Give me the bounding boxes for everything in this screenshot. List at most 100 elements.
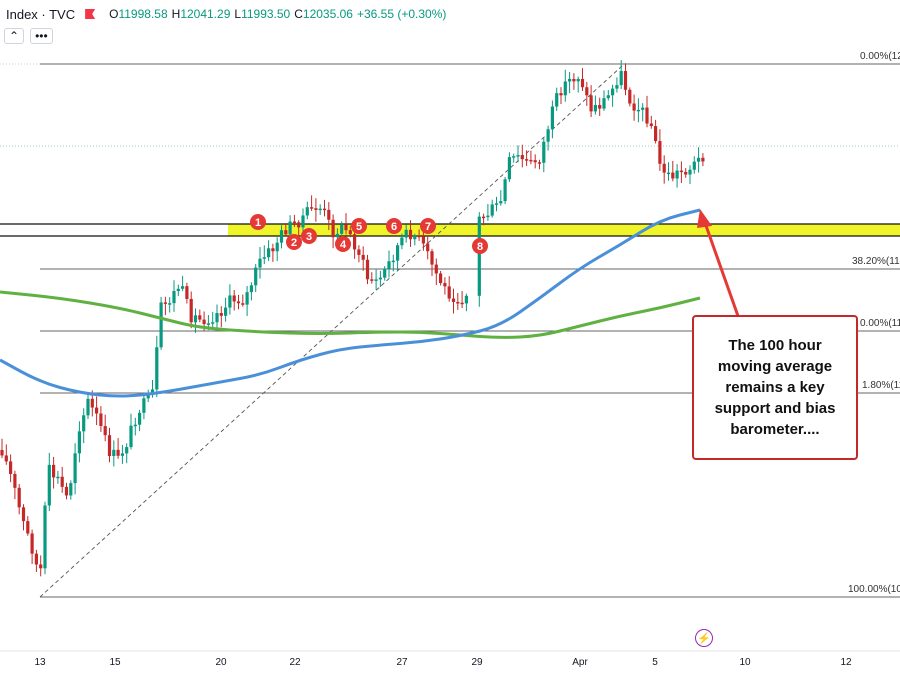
candle-body	[305, 207, 309, 216]
touch-marker-circle	[386, 218, 402, 234]
candle-body	[593, 104, 597, 112]
candle-body	[163, 302, 167, 304]
candle-body	[645, 107, 649, 124]
candle-body	[520, 155, 524, 160]
chart-header: Index · TVC O11998.58 H12041.29 L11993.5…	[0, 0, 446, 28]
high-value: H12041.29	[171, 7, 231, 21]
touch-marker-circle	[472, 238, 488, 254]
candle-body	[507, 157, 511, 180]
candle-body	[589, 95, 593, 112]
candle-body	[679, 170, 683, 173]
candle-body	[499, 201, 503, 204]
x-tick-label: 22	[289, 657, 301, 668]
candle-body	[391, 260, 395, 263]
candle-body	[228, 295, 232, 308]
candle-body	[671, 172, 675, 179]
candle-body	[318, 208, 322, 211]
candle-body	[692, 161, 696, 170]
candle-body	[619, 71, 623, 86]
candle-body	[684, 171, 688, 175]
candle-body	[279, 230, 284, 243]
candle-body	[142, 398, 146, 413]
candle-body	[107, 435, 112, 457]
candle-body	[271, 248, 275, 252]
trend-line	[39, 65, 623, 598]
annotation-arrow	[702, 219, 740, 317]
candle-body	[464, 295, 468, 304]
collapse-icon[interactable]: ⌃	[4, 28, 25, 44]
touch-marker-circle	[420, 218, 436, 234]
candle-body	[383, 268, 387, 278]
candle-body	[546, 129, 550, 142]
x-tick-label: 13	[34, 657, 46, 668]
candle-body	[176, 288, 180, 292]
candle-body	[288, 221, 292, 235]
candle-body	[9, 461, 13, 474]
ma200-line	[0, 290, 701, 339]
candle-body	[606, 95, 610, 99]
x-tick-label: 29	[471, 657, 483, 668]
candle-body	[69, 483, 73, 496]
candle-body	[4, 455, 8, 462]
touch-marker: 6	[386, 218, 402, 234]
candle-body	[249, 285, 253, 293]
annotation-arrowhead	[697, 209, 712, 228]
candle-body	[146, 394, 150, 399]
candle-body	[47, 464, 51, 506]
touch-marker-circle	[301, 228, 317, 244]
candle-body	[374, 279, 378, 281]
x-tick-label: 15	[109, 657, 121, 668]
candle-body	[112, 449, 116, 457]
candle-body	[675, 170, 679, 179]
candle-body	[598, 104, 602, 109]
symbol-label[interactable]: Index · TVC	[6, 6, 76, 22]
touch-marker-label: 3	[306, 231, 312, 243]
candle-body	[193, 315, 198, 323]
candle-body	[542, 141, 546, 163]
touch-marker: 8	[472, 238, 488, 254]
candle-body	[344, 224, 348, 231]
candle-body	[211, 322, 215, 324]
touch-marker: 3	[301, 228, 317, 244]
candle-body	[370, 279, 374, 281]
fib-level-label: 0.00%(11	[860, 318, 900, 329]
candle-body	[17, 487, 21, 508]
touch-marker-label: 4	[340, 239, 347, 251]
candle-body	[641, 107, 645, 110]
candle-body	[477, 216, 481, 296]
candle-body	[456, 302, 460, 304]
annotation-line: support and bias	[714, 400, 836, 417]
annotation-line: barometer....	[730, 421, 820, 438]
candle-body	[443, 283, 447, 287]
candle-body	[628, 89, 632, 104]
lightning-icon[interactable]: ⚡	[695, 629, 713, 647]
more-options-icon[interactable]: •••	[30, 28, 53, 44]
candle-body	[378, 277, 382, 280]
candle-body	[159, 302, 163, 348]
candle-body	[482, 216, 486, 219]
candle-body	[202, 319, 206, 325]
change-value: +36.55 (+0.30%)	[356, 7, 447, 21]
x-tick-label: 12	[840, 657, 852, 668]
candle-body	[95, 407, 99, 414]
candle-body	[181, 286, 185, 289]
candle-body	[451, 298, 456, 303]
touch-marker-circle	[286, 234, 302, 250]
candle-body	[611, 88, 615, 96]
flag-icon[interactable]	[85, 9, 96, 19]
candle-body	[555, 93, 559, 107]
candle-body	[297, 222, 301, 228]
candle-body	[292, 221, 296, 224]
candle-body	[632, 103, 636, 111]
candle-body	[267, 248, 271, 258]
touch-marker-label: 5	[356, 221, 362, 233]
open-value: O11998.58	[109, 7, 168, 21]
candle-body	[701, 157, 705, 162]
candle-body	[138, 412, 142, 425]
candle-body	[460, 302, 464, 305]
candle-body	[219, 313, 223, 316]
candle-body	[572, 78, 576, 82]
candle-body	[198, 315, 202, 320]
x-tick-label: 27	[396, 657, 408, 668]
